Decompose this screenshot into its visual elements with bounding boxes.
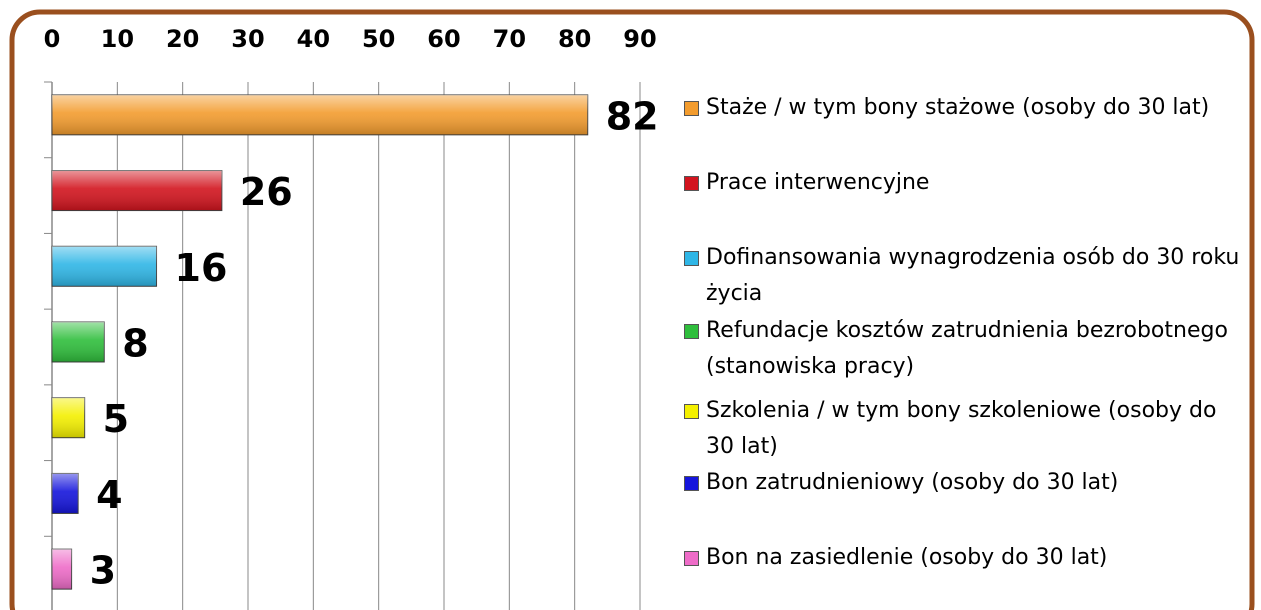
- legend-item: Dofinansowania wynagrodzenia osób do 30 …: [684, 240, 1244, 312]
- legend-swatch: [684, 324, 699, 339]
- legend-item: Bon zatrudnieniowy (osoby do 30 lat): [684, 465, 1244, 501]
- legend-swatch: [684, 476, 699, 491]
- legend-item: Prace interwencyjne: [684, 165, 1244, 201]
- legend-swatch: [684, 404, 699, 419]
- legend-label: Bon na zasiedlenie (osoby do 30 lat): [706, 545, 1108, 570]
- legend-swatch: [684, 176, 699, 191]
- legend-label: Staże / w tym bony stażowe (osoby do 30 …: [706, 95, 1210, 120]
- x-tick-label: 20: [166, 25, 199, 53]
- data-label: 5: [103, 397, 129, 441]
- x-tick-label: 60: [427, 25, 460, 53]
- bar-shine: [52, 397, 85, 438]
- legend-label: Prace interwencyjne: [706, 170, 930, 195]
- bar-shine: [52, 94, 588, 135]
- legend-item: Bon na zasiedlenie (osoby do 30 lat): [684, 540, 1244, 576]
- data-label: 4: [96, 473, 122, 517]
- bar-shine: [52, 549, 72, 590]
- x-tick-label: 0: [44, 25, 61, 53]
- data-label: 8: [122, 322, 148, 366]
- legend-swatch: [684, 251, 699, 266]
- data-label: 82: [606, 94, 659, 138]
- x-tick-label: 80: [558, 25, 591, 53]
- legend-swatch: [684, 101, 699, 116]
- x-tick-label: 70: [493, 25, 526, 53]
- x-tick-label: 90: [623, 25, 656, 53]
- bar-shine: [52, 322, 105, 362]
- frame: [9, 9, 1255, 610]
- legend-label: Dofinansowania wynagrodzenia osób do 30 …: [706, 245, 1240, 306]
- data-label: 3: [90, 549, 116, 593]
- legend-label: Szkolenia / w tym bony szkoleniowe (osob…: [706, 398, 1217, 459]
- legend-item: Szkolenia / w tym bony szkoleniowe (osob…: [684, 393, 1244, 465]
- legend-label: Refundacje kosztów zatrudnienia bezrobot…: [706, 318, 1228, 379]
- bar-shine: [52, 473, 79, 514]
- legend-label: Bon zatrudnieniowy (osoby do 30 lat): [706, 470, 1119, 495]
- legend-swatch: [684, 551, 699, 566]
- x-tick-label: 10: [101, 25, 134, 53]
- legend-item: Staże / w tym bony stażowe (osoby do 30 …: [684, 90, 1244, 126]
- data-label: 16: [175, 246, 228, 290]
- x-tick-label: 50: [362, 25, 395, 53]
- bar-shine: [52, 170, 222, 211]
- data-label: 26: [240, 170, 293, 214]
- x-tick-label: 40: [297, 25, 330, 53]
- legend-item: Refundacje kosztów zatrudnienia bezrobot…: [684, 313, 1244, 385]
- x-tick-label: 30: [231, 25, 264, 53]
- bar-shine: [52, 246, 157, 287]
